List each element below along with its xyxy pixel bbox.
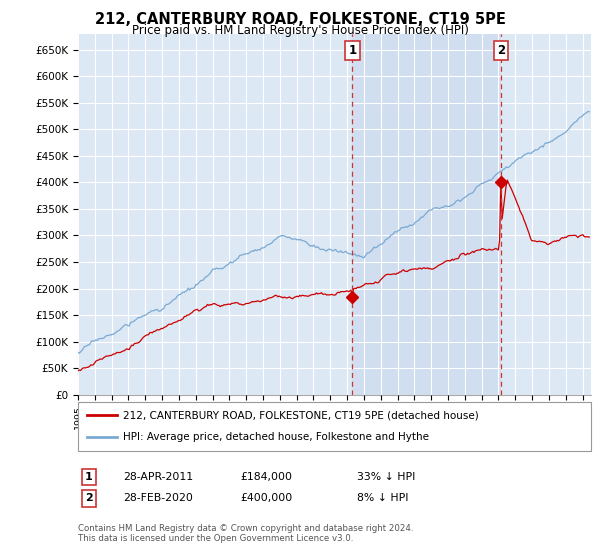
Text: 28-APR-2011: 28-APR-2011 [123, 472, 193, 482]
Text: £400,000: £400,000 [240, 493, 292, 503]
Text: 212, CANTERBURY ROAD, FOLKESTONE, CT19 5PE: 212, CANTERBURY ROAD, FOLKESTONE, CT19 5… [95, 12, 505, 27]
Bar [352, 34, 501, 395]
Text: Price paid vs. HM Land Registry's House Price Index (HPI): Price paid vs. HM Land Registry's House … [131, 24, 469, 36]
Text: Contains HM Land Registry data © Crown copyright and database right 2024.
This d: Contains HM Land Registry data © Crown c… [78, 524, 413, 543]
Text: 1: 1 [85, 472, 92, 482]
Text: 28-FEB-2020: 28-FEB-2020 [123, 493, 193, 503]
Text: 212, CANTERBURY ROAD, FOLKESTONE, CT19 5PE (detached house): 212, CANTERBURY ROAD, FOLKESTONE, CT19 5… [123, 410, 479, 421]
Text: 33% ↓ HPI: 33% ↓ HPI [357, 472, 415, 482]
Text: 8% ↓ HPI: 8% ↓ HPI [357, 493, 409, 503]
Text: 2: 2 [85, 493, 92, 503]
Text: £184,000: £184,000 [240, 472, 292, 482]
Text: HPI: Average price, detached house, Folkestone and Hythe: HPI: Average price, detached house, Folk… [123, 432, 429, 442]
Text: 2: 2 [497, 44, 505, 57]
Text: 1: 1 [349, 44, 356, 57]
